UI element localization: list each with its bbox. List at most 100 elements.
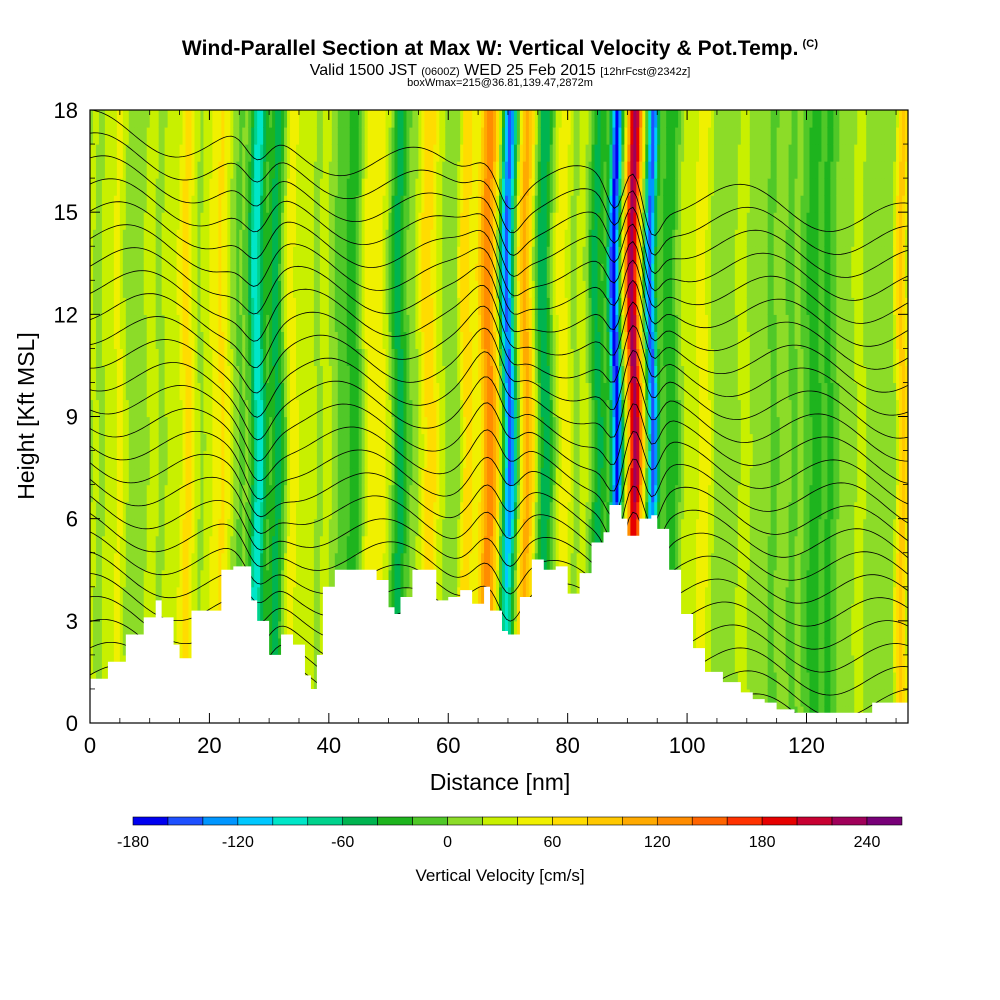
field-cell [319, 110, 324, 128]
field-cell [110, 127, 115, 145]
field-cell [469, 229, 473, 247]
field-cell [236, 331, 240, 349]
field-cell [128, 246, 133, 264]
field-cell [143, 246, 148, 264]
field-cell [448, 484, 452, 503]
field-cell [427, 246, 431, 264]
field-cell [358, 382, 363, 401]
field-cell [301, 212, 306, 230]
field-cell [355, 127, 360, 145]
field-cell [167, 433, 172, 452]
field-cell [239, 263, 243, 281]
field-cell [227, 110, 231, 128]
field-cell [400, 399, 405, 418]
field-cell [298, 501, 303, 520]
field-cell [481, 161, 485, 179]
field-cell [382, 416, 387, 435]
field-cell [230, 501, 234, 520]
field-cell [266, 348, 270, 367]
field-cell [295, 416, 300, 435]
field-cell [433, 501, 437, 520]
field-cell [113, 399, 118, 418]
field-cell [197, 246, 202, 264]
field-cell [197, 161, 202, 179]
field-cell [325, 399, 330, 418]
field-cell [245, 229, 249, 247]
field-cell [125, 229, 130, 247]
field-cell [272, 399, 276, 418]
field-cell [230, 416, 234, 435]
field-cell [412, 399, 417, 418]
field-cell [209, 365, 214, 384]
field-cell [496, 586, 500, 605]
field-cell [263, 535, 267, 554]
field-cell [245, 161, 249, 179]
field-cell [182, 620, 187, 639]
field-cell [278, 382, 282, 401]
field-cell [197, 535, 202, 554]
field-cell [263, 467, 267, 486]
field-cell [263, 144, 267, 162]
field-cell [430, 314, 434, 332]
field-cell [203, 331, 208, 349]
field-cell [331, 161, 336, 179]
field-cell [137, 450, 142, 469]
field-cell [484, 535, 488, 554]
field-cell [107, 467, 112, 486]
field-cell [122, 195, 127, 213]
field-cell [92, 331, 97, 349]
field-cell [346, 297, 351, 315]
field-cell [269, 535, 273, 554]
field-cell [269, 178, 273, 196]
field-cell [322, 365, 327, 384]
field-cell [367, 331, 372, 349]
field-cell [454, 212, 458, 230]
field-cell [170, 161, 175, 179]
field-cell [478, 467, 482, 486]
field-cell [212, 433, 216, 452]
field-cell [484, 552, 488, 571]
field-cell [227, 416, 231, 435]
field-cell [113, 603, 118, 622]
field-cell [364, 450, 369, 469]
field-cell [448, 178, 452, 196]
field-cell [200, 178, 205, 196]
field-cell [415, 144, 419, 162]
field-cell [484, 280, 488, 298]
field-cell [224, 382, 228, 401]
field-cell [382, 314, 387, 332]
field-cell [191, 484, 196, 503]
field-cell [358, 331, 363, 349]
field-cell [466, 450, 470, 469]
field-cell [328, 348, 333, 367]
field-cell [481, 144, 485, 162]
field-cell [364, 212, 369, 230]
field-cell [307, 637, 312, 656]
field-cell [340, 314, 345, 332]
field-cell [119, 178, 124, 196]
field-cell [427, 280, 431, 298]
field-cell [158, 297, 163, 315]
field-cell [319, 416, 324, 435]
field-cell [385, 127, 390, 145]
field-cell [188, 382, 193, 401]
field-cell [167, 161, 172, 179]
field-cell [248, 246, 252, 264]
field-cell [251, 280, 255, 298]
field-cell [116, 569, 121, 588]
field-cell [134, 331, 139, 349]
field-cell [143, 484, 148, 503]
field-cell [116, 195, 121, 213]
field-cell [307, 552, 312, 571]
field-cell [361, 110, 366, 128]
field-cell [122, 416, 127, 435]
field-cell [298, 382, 303, 401]
field-cell [194, 518, 199, 537]
field-cell [388, 365, 393, 384]
field-cell [236, 314, 240, 332]
field-cell [316, 484, 321, 503]
field-cell [319, 620, 324, 639]
field-cell [236, 280, 240, 298]
field-cell [340, 365, 345, 384]
field-cell [343, 535, 348, 554]
